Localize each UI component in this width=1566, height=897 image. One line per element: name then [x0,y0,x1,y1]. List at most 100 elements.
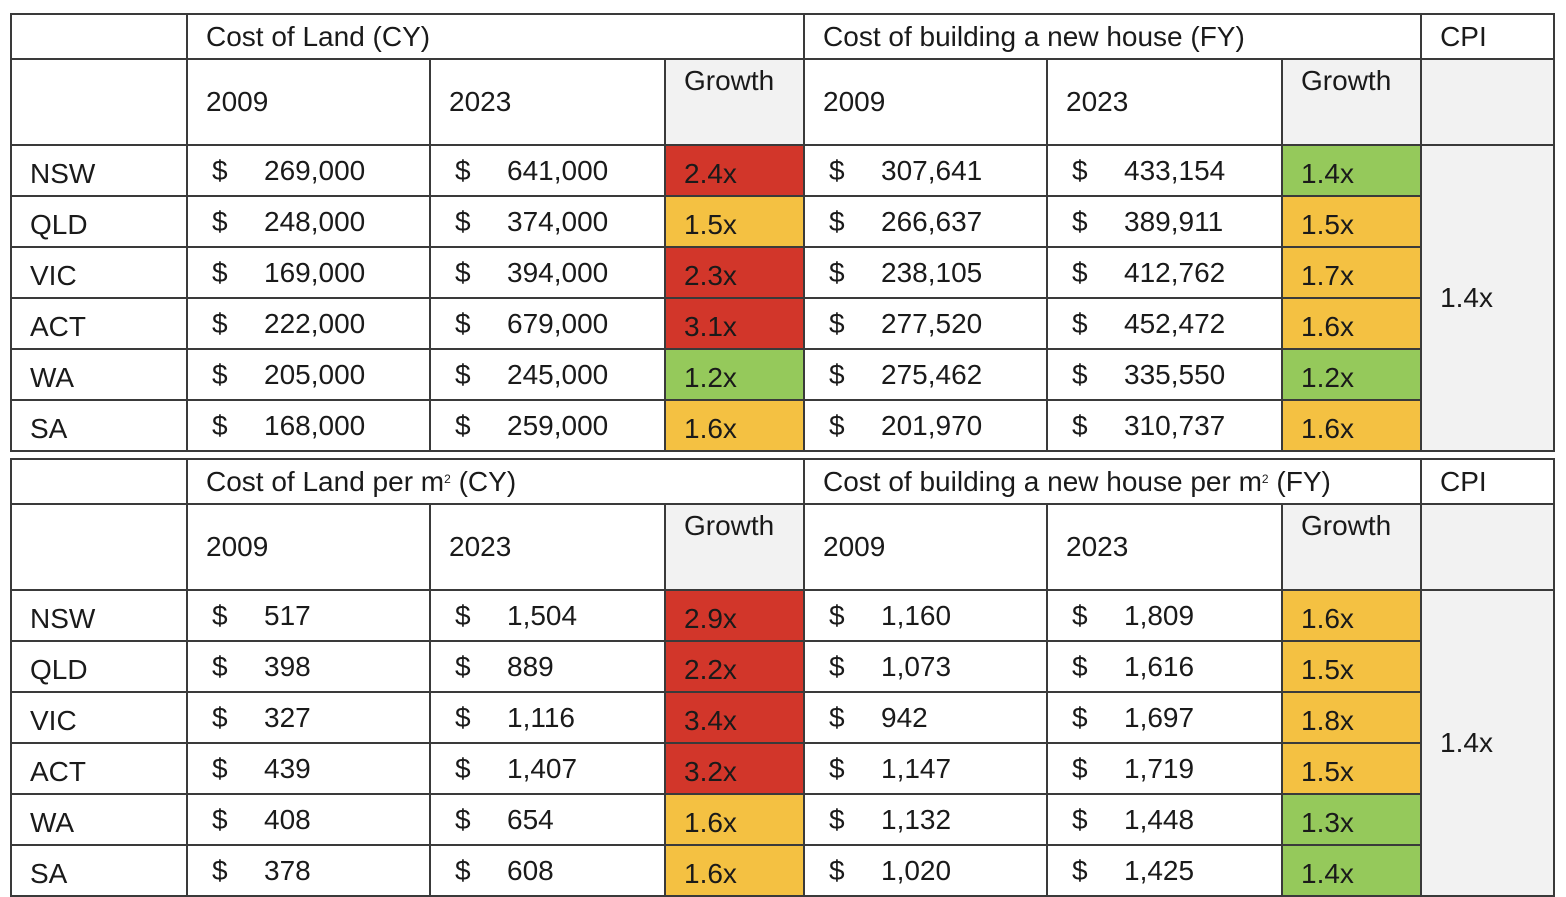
build-2009-value-amount: 201,970 [881,409,983,441]
currency-symbol: $ [1072,701,1088,733]
cpi-value: 1.4x [1420,144,1556,452]
build-2009-value-amount: 277,520 [881,307,983,339]
land-growth-header: Growth [664,503,805,591]
currency-symbol: $ [829,409,845,441]
land-year-2023: 2023 [429,58,666,146]
land-2023-value-amount: 1,116 [507,701,575,733]
land-2023-value-amount: 641,000 [507,154,609,186]
currency-symbol: $ [212,358,228,390]
cpi-spacer [1420,58,1556,146]
table-row: VIC $169,000 $394,000 2.3x $238,105 $412,762 1… [10,246,1554,299]
currency-symbol: $ [1072,409,1088,441]
land-2023-value: $1,116 [429,691,666,744]
header-row: Cost of Land per m2 (CY) Cost of building… [10,458,1556,505]
build-2009-value: $238,105 [803,246,1049,299]
currency-symbol: $ [1072,256,1088,288]
build-2023-value-amount: 1,697 [1124,701,1195,733]
build-2023-value-amount: 452,472 [1124,307,1226,339]
build-2023-value-amount: 1,425 [1124,854,1195,886]
land-2009-value: $408 [186,793,431,846]
table-row: ACT $439 $1,407 3.2x $1,147 $1,719 1.5x [10,742,1554,795]
currency-symbol: $ [455,256,471,288]
currency-symbol: $ [455,205,471,237]
currency-symbol: $ [455,803,471,835]
land-2009-value-amount: 327 [264,701,311,733]
currency-symbol: $ [212,307,228,339]
build-2009-value: $1,160 [803,589,1048,642]
land-cost-header-superscript: 2 [444,471,451,486]
subheader-row: 2009 2023 Growth 2009 2023 Growth [10,503,1556,591]
land-growth-value: 2.2x [664,640,805,693]
build-2009-value: $1,132 [803,793,1048,846]
land-growth-value: 1.6x [664,793,805,846]
build-growth-value: 1.6x [1281,399,1423,452]
currency-symbol: $ [212,803,228,835]
currency-symbol: $ [1072,205,1088,237]
currency-symbol: $ [455,154,471,186]
currency-symbol: $ [1072,854,1088,886]
land-cost-header-text: Cost of Land per m [206,465,445,497]
land-2009-value-amount: 169,000 [264,256,366,288]
land-2023-value-amount: 1,504 [507,599,578,631]
currency-symbol: $ [829,358,845,390]
land-2009-value-amount: 248,000 [264,205,366,237]
land-2009-value: $378 [186,844,431,897]
table-row: WA $205,000 $245,000 1.2x $275,462 $335,550 1.… [10,348,1554,401]
land-growth-value: 2.4x [663,144,806,197]
build-2009-value: $1,147 [803,742,1048,795]
build-year-2023: 2023 [1046,58,1284,146]
currency-symbol: $ [212,599,228,631]
build-2023-value: $433,154 [1046,144,1284,197]
build-2009-value: $277,520 [803,297,1049,350]
build-2023-value: $335,550 [1046,348,1284,401]
state-label: NSW [10,144,188,197]
state-label: NSW [10,589,188,642]
build-2023-value-amount: 1,719 [1124,752,1195,784]
table-row: VIC $327 $1,116 3.4x $942 $1,697 1.8x [10,691,1554,744]
build-growth-value: 1.7x [1281,246,1423,299]
build-growth-value: 1.5x [1280,640,1423,693]
build-cost-header-text: Cost of building a new house per m [823,465,1262,497]
land-2023-value-amount: 654 [507,803,554,835]
build-growth-value: 1.4x [1280,844,1423,897]
land-2009-value: $222,000 [186,297,431,350]
state-label: ACT [10,742,188,795]
land-cost-header-text: Cost of Land (CY) [206,20,431,52]
state-label: VIC [10,691,188,744]
build-2023-value-amount: 335,550 [1124,358,1226,390]
build-2023-value: $1,425 [1046,844,1283,897]
currency-symbol: $ [212,256,228,288]
land-2009-value: $269,000 [186,144,431,197]
build-growth-value: 1.3x [1280,793,1423,846]
currency-symbol: $ [829,650,845,682]
build-2009-value: $307,641 [803,144,1049,197]
land-2009-value-amount: 439 [264,752,311,784]
build-year-2009: 2009 [803,503,1048,591]
currency-symbol: $ [455,752,471,784]
land-growth-value: 1.6x [663,399,806,452]
build-cost-header-superscript: 2 [1261,471,1269,486]
header-row: Cost of Land (CY) Cost of building a new … [10,13,1556,60]
build-2009-value: $1,073 [803,640,1048,693]
build-2009-value-amount: 1,020 [881,854,952,886]
currency-symbol: $ [1072,599,1088,631]
table-row: NSW $269,000 $641,000 2.4x $307,641 $433,154 1… [10,144,1556,452]
build-2009-value: $275,462 [803,348,1049,401]
currency-symbol: $ [212,650,228,682]
table-row: SA $168,000 $259,000 1.6x $201,970 $310,737 1.… [10,399,1554,452]
land-2023-value: $245,000 [429,348,666,401]
land-growth-value: 2.3x [663,246,806,299]
land-2023-value: $1,407 [429,742,666,795]
land-growth-value: 2.9x [664,589,805,642]
currency-symbol: $ [829,307,845,339]
land-2023-value-amount: 245,000 [507,358,609,390]
currency-symbol: $ [455,599,471,631]
land-year-2009: 2009 [186,503,431,591]
land-2009-value-amount: 168,000 [264,409,366,441]
land-2023-value-amount: 374,000 [507,205,609,237]
build-2023-value-amount: 1,448 [1124,803,1195,835]
land-2023-value-amount: 679,000 [507,307,609,339]
currency-symbol: $ [829,256,845,288]
land-growth-header: Growth [663,58,806,146]
corner-cell [10,13,188,60]
